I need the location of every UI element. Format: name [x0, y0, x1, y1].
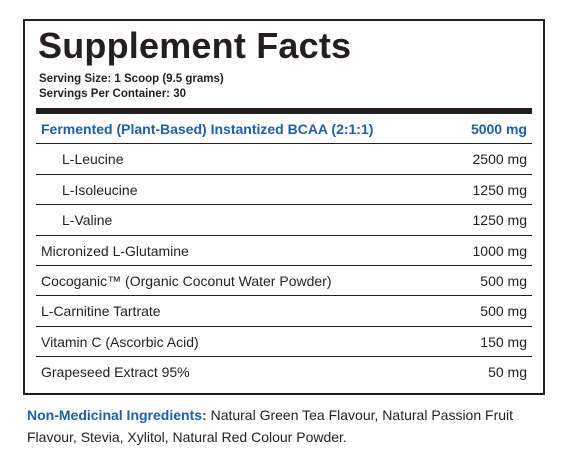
ingredient-row: Micronized L-Glutamine 1000 mg: [36, 236, 532, 266]
non-medicinal-ingredients: Non-Medicinal Ingredients: Natural Green…: [27, 404, 557, 448]
ingredient-name: L-Isoleucine: [62, 181, 138, 198]
bcaa-header-row: Fermented (Plant-Based) Instantized BCAA…: [36, 114, 532, 145]
ingredient-name: Grapeseed Extract 95%: [41, 364, 190, 381]
ingredient-name: Micronized L-Glutamine: [41, 242, 189, 259]
ingredient-amount: 50 mg: [488, 364, 527, 381]
sub-ingredient-row: L-Valine 1250 mg: [36, 205, 532, 236]
ingredient-amount: 1000 mg: [472, 242, 527, 259]
ingredient-name: Cocoganic™ (Organic Coconut Water Powder…: [41, 272, 332, 289]
non-medicinal-label: Non-Medicinal Ingredients:: [27, 407, 207, 423]
ingredient-name: Vitamin C (Ascorbic Acid): [41, 333, 199, 350]
ingredient-amount: 1250 mg: [472, 181, 527, 198]
ingredient-row: L-Carnitine Tartrate 500 mg: [36, 296, 532, 327]
ingredient-amount: 500 mg: [480, 272, 527, 289]
supplement-facts-panel: Supplement Facts Serving Size: 1 Scoop (…: [23, 19, 545, 395]
sub-ingredient-row: L-Isoleucine 1250 mg: [36, 175, 532, 206]
ingredient-table: Fermented (Plant-Based) Instantized BCAA…: [36, 114, 532, 388]
ingredient-name: L-Carnitine Tartrate: [41, 303, 161, 320]
ingredient-row: Cocoganic™ (Organic Coconut Water Powder…: [36, 266, 532, 297]
ingredient-row: Vitamin C (Ascorbic Acid) 150 mg: [36, 327, 532, 358]
ingredient-name: Fermented (Plant-Based) Instantized BCAA…: [41, 121, 374, 137]
non-medicinal-text: Natural Green Tea Flavour, Natural Passi…: [27, 407, 514, 445]
sub-ingredient-row: L-Leucine 2500 mg: [36, 144, 532, 175]
servings-per-container: Servings Per Container: 30: [39, 88, 186, 100]
ingredient-name: L-Valine: [62, 212, 113, 229]
ingredient-amount: 5000 mg: [470, 121, 527, 137]
serving-size: Serving Size: 1 Scoop (9.5 grams): [39, 73, 224, 85]
ingredient-row: Grapeseed Extract 95% 50 mg: [36, 357, 532, 387]
ingredient-amount: 150 mg: [480, 333, 527, 350]
ingredient-name: L-Leucine: [62, 151, 124, 168]
ingredient-amount: 500 mg: [480, 303, 527, 320]
ingredient-amount: 2500 mg: [472, 151, 527, 168]
panel-title: Supplement Facts: [38, 25, 352, 66]
ingredient-amount: 1250 mg: [472, 212, 527, 229]
thick-divider: [36, 108, 532, 114]
